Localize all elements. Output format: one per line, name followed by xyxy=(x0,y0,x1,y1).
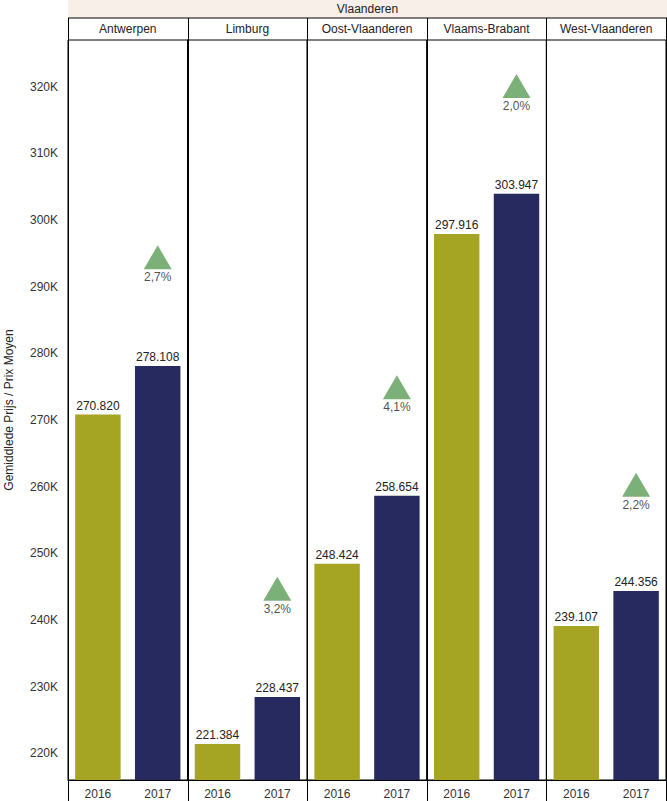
svg-text:250K: 250K xyxy=(30,546,58,560)
svg-text:297.916: 297.916 xyxy=(435,218,479,232)
svg-text:2017: 2017 xyxy=(144,787,171,801)
svg-text:248.424: 248.424 xyxy=(315,548,359,562)
svg-text:280K: 280K xyxy=(30,346,58,360)
svg-text:230K: 230K xyxy=(30,680,58,694)
svg-text:310K: 310K xyxy=(30,146,58,160)
svg-text:4,1%: 4,1% xyxy=(383,400,411,414)
svg-text:Vlaanderen: Vlaanderen xyxy=(337,2,398,16)
svg-text:244.356: 244.356 xyxy=(614,575,658,589)
svg-text:2017: 2017 xyxy=(503,787,530,801)
svg-text:303.947: 303.947 xyxy=(495,178,539,192)
svg-text:3,2%: 3,2% xyxy=(264,602,292,616)
svg-text:270.820: 270.820 xyxy=(76,399,120,413)
svg-text:2017: 2017 xyxy=(264,787,291,801)
svg-text:258.654: 258.654 xyxy=(375,480,419,494)
svg-text:300K: 300K xyxy=(30,213,58,227)
svg-text:278.108: 278.108 xyxy=(136,350,180,364)
svg-text:2017: 2017 xyxy=(623,787,650,801)
svg-text:2,0%: 2,0% xyxy=(503,99,531,113)
svg-text:West-Vlaanderen: West-Vlaanderen xyxy=(560,22,653,36)
svg-text:2017: 2017 xyxy=(384,787,411,801)
svg-text:2,2%: 2,2% xyxy=(622,498,650,512)
svg-text:2016: 2016 xyxy=(204,787,231,801)
svg-text:220K: 220K xyxy=(30,746,58,760)
svg-text:Limburg: Limburg xyxy=(226,22,269,36)
svg-text:2016: 2016 xyxy=(443,787,470,801)
svg-text:270K: 270K xyxy=(30,413,58,427)
svg-text:Oost-Vlaanderen: Oost-Vlaanderen xyxy=(322,22,413,36)
svg-text:260K: 260K xyxy=(30,480,58,494)
svg-text:240K: 240K xyxy=(30,613,58,627)
svg-text:2,7%: 2,7% xyxy=(144,270,172,284)
svg-text:290K: 290K xyxy=(30,280,58,294)
svg-text:Gemiddlede Prijs / Prix Moyen: Gemiddlede Prijs / Prix Moyen xyxy=(2,329,16,490)
svg-text:Antwerpen: Antwerpen xyxy=(99,22,156,36)
svg-text:221.384: 221.384 xyxy=(196,728,240,742)
svg-text:2016: 2016 xyxy=(563,787,590,801)
svg-text:Vlaams-Brabant: Vlaams-Brabant xyxy=(444,22,531,36)
svg-text:2016: 2016 xyxy=(85,787,112,801)
svg-text:320K: 320K xyxy=(30,80,58,94)
svg-text:228.437: 228.437 xyxy=(256,681,300,695)
svg-text:239.107: 239.107 xyxy=(555,610,599,624)
svg-text:2016: 2016 xyxy=(324,787,351,801)
